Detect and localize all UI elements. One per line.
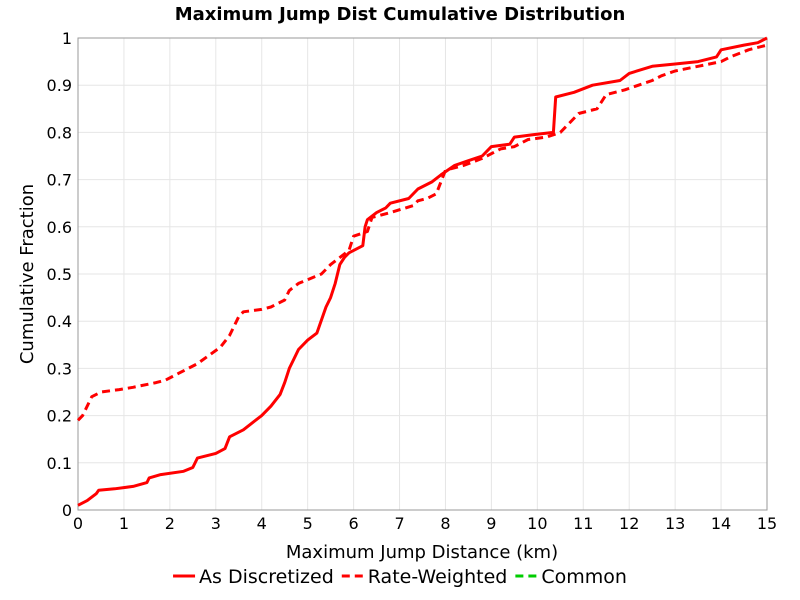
x-tick-label: 9 bbox=[486, 514, 496, 533]
x-tick-label: 8 bbox=[440, 514, 450, 533]
series-layer bbox=[76, 36, 768, 507]
y-tick-label: 0.8 bbox=[47, 123, 72, 142]
y-tick-label: 0.2 bbox=[47, 407, 72, 426]
x-tick-label: 12 bbox=[619, 514, 639, 533]
y-tick-label: 0.9 bbox=[47, 76, 72, 95]
x-tick-label: 1 bbox=[119, 514, 129, 533]
grid-layer bbox=[78, 38, 767, 510]
x-tick-label: 5 bbox=[303, 514, 313, 533]
y-axis-label: Cumulative Fraction bbox=[17, 184, 38, 364]
x-tick-label: 15 bbox=[757, 514, 777, 533]
y-tick-label: 0.5 bbox=[47, 265, 72, 284]
x-tick-label: 6 bbox=[349, 514, 359, 533]
x-tick-label: 14 bbox=[711, 514, 731, 533]
y-tick-label: 0 bbox=[62, 501, 72, 520]
x-tick-label: 11 bbox=[573, 514, 593, 533]
plot-frame bbox=[77, 37, 768, 511]
y-tick-label: 1 bbox=[62, 29, 72, 48]
x-tick-label: 4 bbox=[257, 514, 267, 533]
legend: As Discretized Rate-Weighted Common bbox=[173, 566, 627, 588]
x-tick-label: 13 bbox=[665, 514, 685, 533]
x-tick-label: 3 bbox=[211, 514, 221, 533]
y-tick-label: 0.6 bbox=[47, 218, 72, 237]
legend-label-common: Common bbox=[541, 566, 627, 588]
legend-label-as-discretized: As Discretized bbox=[199, 566, 334, 588]
y-tick-label: 0.7 bbox=[47, 171, 72, 190]
series-line-rate-weighted bbox=[76, 43, 768, 422]
y-tick-label: 0.3 bbox=[47, 359, 72, 378]
series-line-as-discretized bbox=[77, 36, 768, 507]
x-tick-label: 10 bbox=[527, 514, 547, 533]
chart-title: Maximum Jump Dist Cumulative Distributio… bbox=[175, 4, 626, 25]
y-tick-label: 0.4 bbox=[47, 312, 72, 331]
legend-label-rate-weighted: Rate-Weighted bbox=[368, 566, 508, 588]
x-tick-label: 2 bbox=[165, 514, 175, 533]
y-tick-labels: 0 0.1 0.2 0.3 0.4 0.5 0.6 0.7 0.8 0.9 1 bbox=[47, 29, 72, 520]
x-axis-label: Maximum Jump Distance (km) bbox=[286, 542, 558, 563]
x-tick-labels: 0 1 2 3 4 5 6 7 8 9 10 11 12 13 14 15 bbox=[73, 514, 777, 533]
x-tick-label: 0 bbox=[73, 514, 83, 533]
x-tick-label: 7 bbox=[394, 514, 404, 533]
y-tick-label: 0.1 bbox=[47, 454, 72, 473]
